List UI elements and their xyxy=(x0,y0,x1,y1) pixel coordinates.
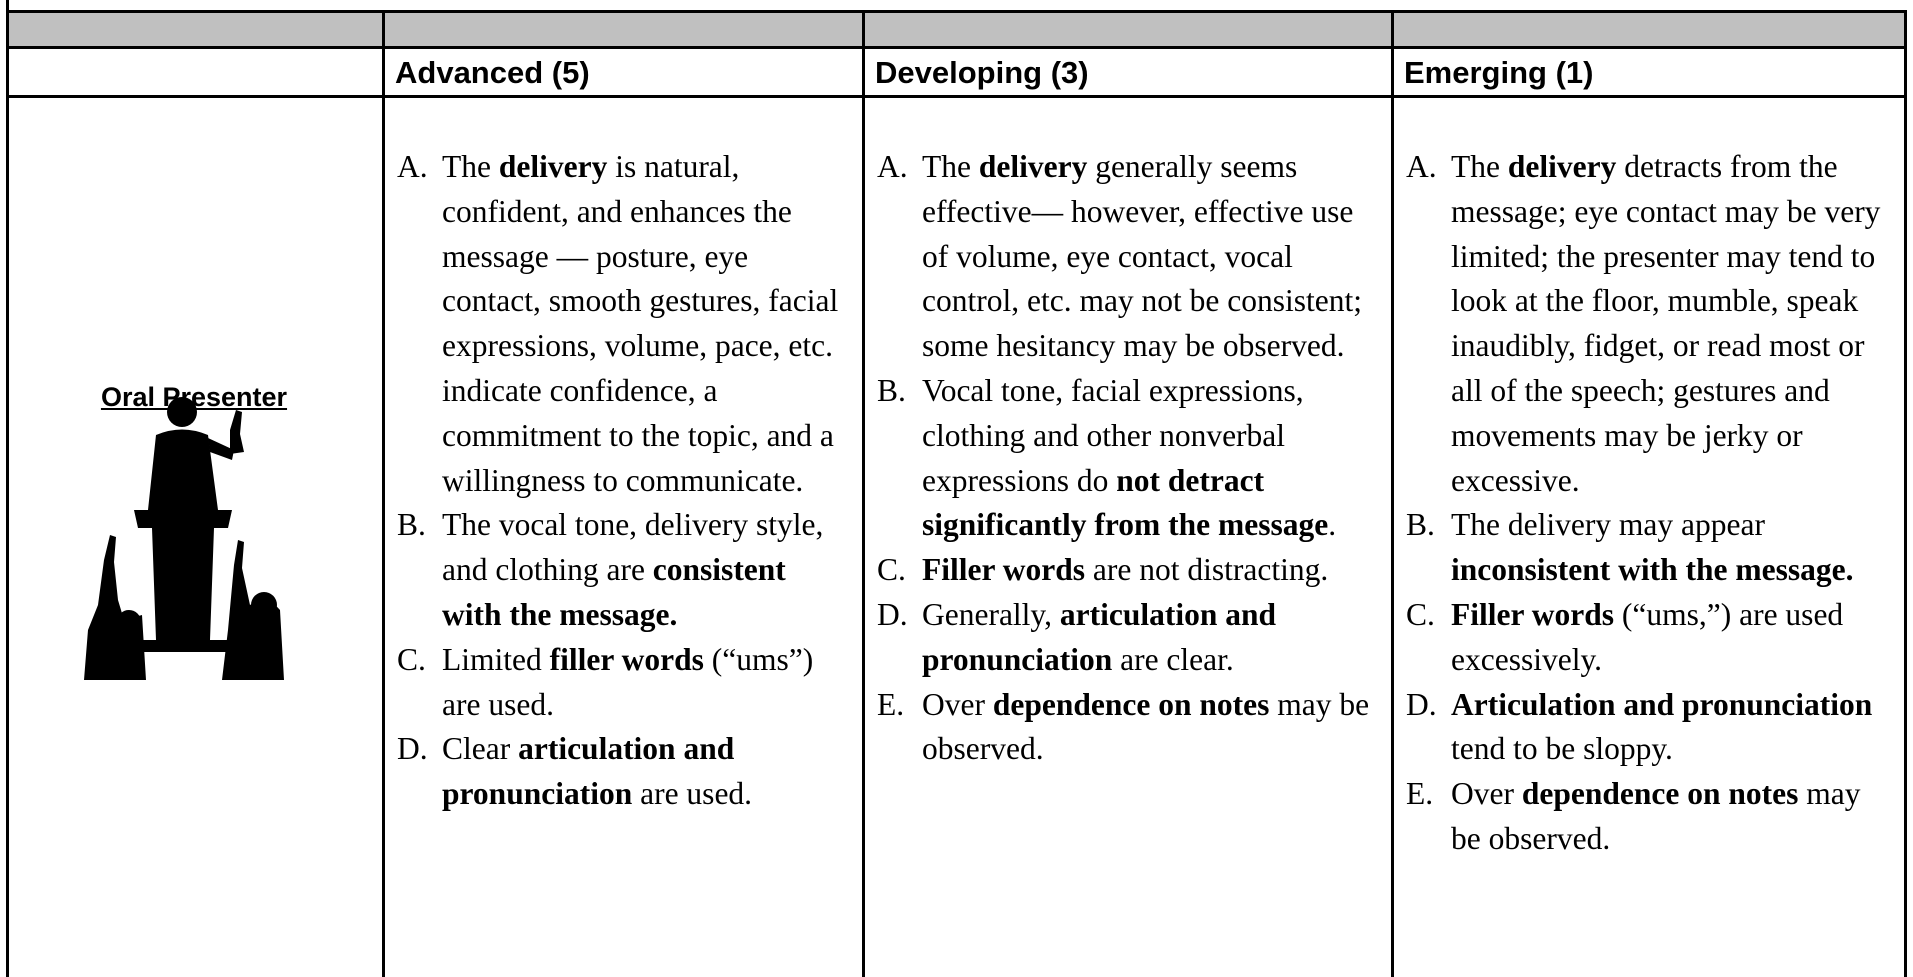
bold-text: Filler words xyxy=(922,552,1086,588)
bold-text: dependence on notes xyxy=(992,686,1270,722)
text: is natural, confident, and enhances the … xyxy=(442,149,839,498)
text: are used. xyxy=(632,776,753,812)
text: are clear. xyxy=(1112,641,1234,677)
gray-cell xyxy=(1391,10,1907,46)
item-letter: D. xyxy=(397,731,428,767)
bold-text: Filler words xyxy=(1451,596,1615,632)
column-header: Emerging (1) xyxy=(1404,55,1594,90)
text: tend to be sloppy. xyxy=(1451,731,1673,767)
text: The xyxy=(442,149,499,184)
bold-text: dependence on notes xyxy=(1521,776,1799,812)
text: The vocal tone, delivery style, and clot… xyxy=(442,507,824,588)
bold-text: articulation and pronunciation xyxy=(922,596,1277,677)
item-letter: B. xyxy=(877,372,906,408)
text: Clear xyxy=(442,731,519,767)
text: Over xyxy=(922,686,993,722)
text: (“ums,”) are used excessively. xyxy=(1451,596,1844,677)
item-letter: C. xyxy=(1406,596,1435,632)
gray-cell xyxy=(382,10,862,46)
text: may be observed. xyxy=(1451,776,1861,856)
criterion: A. The delivery detracts from the message… xyxy=(1406,145,1890,503)
item-letter: C. xyxy=(397,641,426,677)
text: Limited xyxy=(442,641,550,677)
column-header: Advanced (5) xyxy=(395,55,590,90)
criterion: D. Clear articulation and pronunciation a… xyxy=(397,727,848,817)
top-row xyxy=(6,0,1910,10)
text: . xyxy=(1328,507,1337,543)
item-letter: D. xyxy=(877,596,908,632)
text: Generally, xyxy=(922,596,1060,632)
criterion: C. Filler words are not distracting. xyxy=(877,548,1377,593)
criterion: C. Filler words (“ums,”) are used excessi… xyxy=(1406,593,1890,683)
criterion: A. The delivery is natural, confident, an… xyxy=(397,145,848,503)
row-label-cell: Oral Presenter xyxy=(6,95,382,977)
bold-text: filler words xyxy=(549,641,704,677)
text: Vocal tone, facial expressions, clothing… xyxy=(922,372,1304,498)
criteria-cell: A. The delivery detracts from the message… xyxy=(1391,95,1907,977)
bold-text: delivery xyxy=(498,149,608,184)
gray-cell xyxy=(6,10,382,46)
item-letter: E. xyxy=(877,686,905,722)
text: Over xyxy=(1451,776,1522,812)
criterion: B. The delivery may appear inconsistent w… xyxy=(1406,503,1890,593)
bold-text: delivery xyxy=(978,149,1088,184)
text: generally seems effective— however, effe… xyxy=(922,149,1363,364)
text: (“ums”) are used. xyxy=(442,641,814,722)
bold-text: Articulation and pronunciation xyxy=(1451,686,1873,722)
item-letter: A. xyxy=(397,149,428,184)
criterion: D. Generally, articulation and pronunciat… xyxy=(877,593,1377,683)
item-letter: B. xyxy=(397,507,426,543)
criterion: C. Limited filler words (“ums”) are used. xyxy=(397,638,848,728)
gray-cell xyxy=(862,10,1391,46)
criterion: B. Vocal tone, facial expressions, clothi… xyxy=(877,369,1377,548)
column-header: Developing (3) xyxy=(875,55,1089,90)
criterion: B. The vocal tone, delivery style, and cl… xyxy=(397,503,848,637)
header-cell xyxy=(6,46,382,95)
header-cell: Emerging (1) xyxy=(1391,46,1907,95)
bold-text: consistent with the message. xyxy=(442,552,786,632)
bold-text: delivery xyxy=(1507,149,1617,184)
item-letter: A. xyxy=(877,149,908,184)
bold-text: inconsistent with the message. xyxy=(1451,552,1854,588)
criteria-cell: A. The delivery is natural, confident, an… xyxy=(382,95,862,977)
text: may be observed. xyxy=(922,686,1370,767)
criterion: E. Over dependence on notes may be observ… xyxy=(877,683,1377,773)
item-letter: C. xyxy=(877,552,906,588)
presenter-icon xyxy=(84,397,284,680)
item-letter: B. xyxy=(1406,507,1435,543)
bold-text: articulation and pronunciation xyxy=(442,731,735,812)
bold-text: not detract significantly from the messa… xyxy=(922,462,1329,543)
header-cell: Developing (3) xyxy=(862,46,1391,95)
criterion: A. The delivery generally seems effective… xyxy=(877,145,1377,369)
criteria-cell: A. The delivery generally seems effective… xyxy=(862,95,1391,977)
item-letter: D. xyxy=(1406,686,1437,722)
text: The delivery may appear xyxy=(1451,507,1765,543)
criterion: D. Articulation and pronunciation tend to… xyxy=(1406,683,1890,773)
criterion: E. Over dependence on notes may be observ… xyxy=(1406,772,1890,862)
header-cell: Advanced (5) xyxy=(382,46,862,95)
text: The xyxy=(922,149,979,184)
item-letter: A. xyxy=(1406,149,1437,184)
text: are not distracting. xyxy=(1085,552,1329,588)
text: detracts from the message; eye contact m… xyxy=(1451,149,1881,498)
item-letter: E. xyxy=(1406,776,1434,812)
text: The xyxy=(1451,149,1508,184)
